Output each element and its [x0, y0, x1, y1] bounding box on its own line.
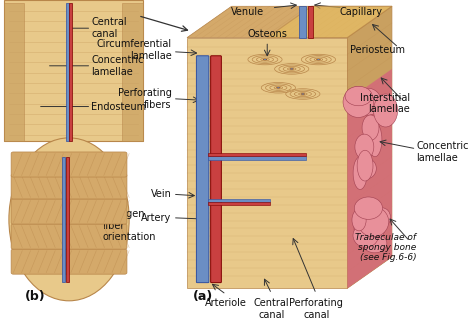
Text: Periosteum: Periosteum: [350, 45, 405, 55]
Text: Perforating
fibers: Perforating fibers: [118, 88, 172, 109]
Text: (b): (b): [25, 290, 46, 303]
Bar: [66, 3, 69, 141]
Polygon shape: [4, 3, 25, 141]
Polygon shape: [267, 6, 392, 37]
Ellipse shape: [353, 157, 367, 190]
Ellipse shape: [355, 197, 383, 219]
Ellipse shape: [368, 123, 382, 157]
Bar: [66, 157, 69, 282]
Text: Concentric
lamellae: Concentric lamellae: [417, 141, 469, 163]
Ellipse shape: [352, 209, 366, 231]
Text: Osteons: Osteons: [247, 29, 287, 39]
Text: Artery: Artery: [141, 213, 172, 223]
Text: Concentric
lamellae: Concentric lamellae: [50, 55, 144, 77]
Bar: [208, 153, 306, 156]
Text: Vein: Vein: [151, 189, 172, 199]
Ellipse shape: [355, 88, 381, 115]
Ellipse shape: [362, 115, 379, 140]
Text: Arteriole: Arteriole: [205, 298, 247, 308]
Ellipse shape: [316, 59, 321, 60]
Ellipse shape: [263, 59, 267, 60]
Ellipse shape: [354, 210, 368, 242]
Ellipse shape: [277, 87, 280, 88]
Bar: [70, 3, 72, 141]
Ellipse shape: [276, 87, 281, 89]
Polygon shape: [347, 69, 392, 288]
FancyBboxPatch shape: [196, 56, 209, 283]
Text: Perforating
canal: Perforating canal: [289, 298, 343, 320]
Bar: [208, 156, 306, 160]
Bar: [308, 6, 313, 37]
FancyBboxPatch shape: [11, 174, 127, 199]
Text: Interstitial
lamellae: Interstitial lamellae: [360, 93, 410, 114]
Text: Trabeculae of
spongy bone
(see Fig.6-6): Trabeculae of spongy bone (see Fig.6-6): [356, 233, 417, 262]
Ellipse shape: [9, 138, 129, 301]
Text: Central
canal: Central canal: [254, 298, 290, 320]
FancyBboxPatch shape: [11, 224, 127, 249]
Polygon shape: [187, 6, 392, 37]
Ellipse shape: [374, 208, 391, 227]
Polygon shape: [4, 0, 143, 141]
FancyBboxPatch shape: [11, 152, 127, 177]
FancyBboxPatch shape: [11, 249, 127, 274]
Bar: [208, 202, 270, 205]
Ellipse shape: [343, 87, 374, 118]
Ellipse shape: [290, 68, 294, 70]
Text: Central
canal: Central canal: [72, 17, 127, 39]
Bar: [299, 6, 306, 37]
Text: Circumferential
lamellae: Circumferential lamellae: [96, 39, 172, 61]
Ellipse shape: [355, 134, 374, 160]
FancyBboxPatch shape: [210, 56, 221, 283]
Polygon shape: [122, 3, 143, 141]
Ellipse shape: [358, 207, 389, 237]
Text: Collagen
fiber
orientation: Collagen fiber orientation: [79, 209, 156, 242]
Ellipse shape: [301, 93, 305, 95]
Text: Capillary: Capillary: [339, 7, 382, 17]
Polygon shape: [347, 6, 392, 288]
Ellipse shape: [345, 86, 372, 106]
Ellipse shape: [355, 158, 376, 179]
Ellipse shape: [353, 224, 379, 247]
Ellipse shape: [363, 234, 387, 253]
Ellipse shape: [291, 68, 293, 69]
Text: Venule: Venule: [231, 7, 264, 17]
Ellipse shape: [264, 59, 266, 60]
Polygon shape: [187, 37, 347, 288]
Ellipse shape: [357, 150, 373, 181]
Ellipse shape: [374, 94, 398, 127]
Bar: [63, 157, 65, 282]
FancyBboxPatch shape: [11, 199, 127, 224]
Bar: [208, 199, 270, 202]
Ellipse shape: [317, 59, 320, 60]
Ellipse shape: [366, 217, 385, 240]
Text: (a): (a): [192, 290, 213, 303]
Text: Endosteum: Endosteum: [41, 101, 146, 111]
